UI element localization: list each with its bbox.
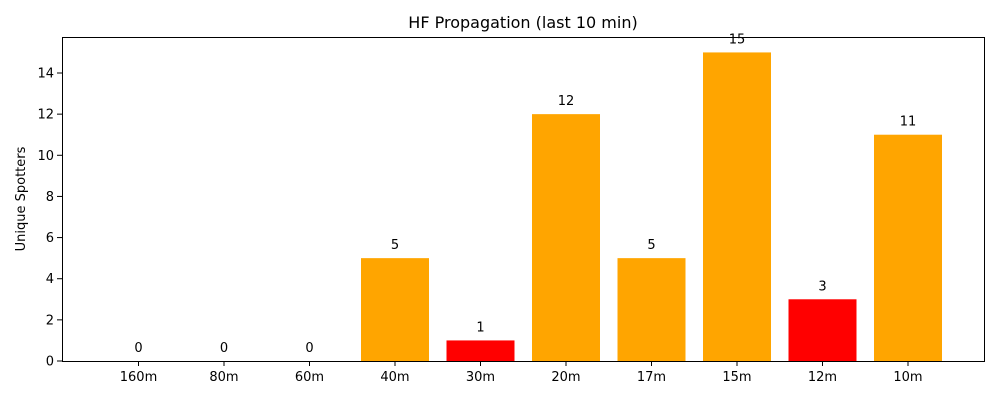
y-tick-label-10: 10: [37, 149, 54, 164]
y-tick-label-12: 12: [37, 108, 54, 123]
bar-17m: [617, 258, 686, 361]
bar-30m: [446, 340, 515, 361]
x-tick-label-20m: 20m: [551, 370, 580, 385]
y-tick-label-6: 6: [46, 231, 54, 246]
x-tick-label-17m: 17m: [637, 370, 666, 385]
y-tick-label-0: 0: [46, 355, 54, 370]
data-label-30m: 1: [476, 320, 484, 335]
bar-40m: [361, 258, 429, 361]
y-axis-label: Unique Spotters: [14, 146, 29, 251]
y-tick-label-8: 8: [46, 190, 54, 205]
data-label-160m: 0: [134, 341, 142, 356]
bar-12m: [788, 299, 857, 361]
data-label-20m: 12: [558, 94, 575, 109]
bar-20m: [532, 114, 600, 362]
x-tick-label-10m: 10m: [893, 370, 922, 385]
x-tick-label-15m: 15m: [722, 370, 751, 385]
y-tick-label-4: 4: [46, 272, 54, 287]
data-label-10m: 11: [900, 115, 917, 130]
x-tick-label-40m: 40m: [380, 370, 409, 385]
data-label-17m: 5: [647, 238, 655, 253]
y-axis-ticks: 0 2 4 6 8 10 12 14: [37, 67, 62, 370]
plot-frame: [62, 37, 985, 362]
data-label-40m: 5: [391, 238, 399, 253]
bars-group: [361, 52, 942, 362]
x-tick-label-80m: 80m: [209, 370, 238, 385]
data-labels-group: 0 0 0 5 1 12 5 15 3 11: [134, 32, 916, 356]
bar-10m: [874, 134, 942, 361]
y-tick-label-2: 2: [46, 313, 54, 328]
data-label-80m: 0: [220, 341, 228, 356]
x-tick-label-30m: 30m: [466, 370, 495, 385]
x-tick-label-12m: 12m: [808, 370, 837, 385]
data-label-15m: 15: [729, 32, 746, 47]
data-label-12m: 3: [818, 279, 826, 294]
x-tick-label-160m: 160m: [120, 370, 157, 385]
y-tick-label-14: 14: [37, 67, 54, 82]
x-axis-ticks: 160m 80m 60m 40m 30m 20m 17m 15m 12m 10m: [120, 361, 923, 385]
x-tick-label-60m: 60m: [295, 370, 324, 385]
chart-title: HF Propagation (last 10 min): [408, 13, 637, 32]
data-label-60m: 0: [305, 341, 313, 356]
bar-15m: [703, 52, 771, 362]
